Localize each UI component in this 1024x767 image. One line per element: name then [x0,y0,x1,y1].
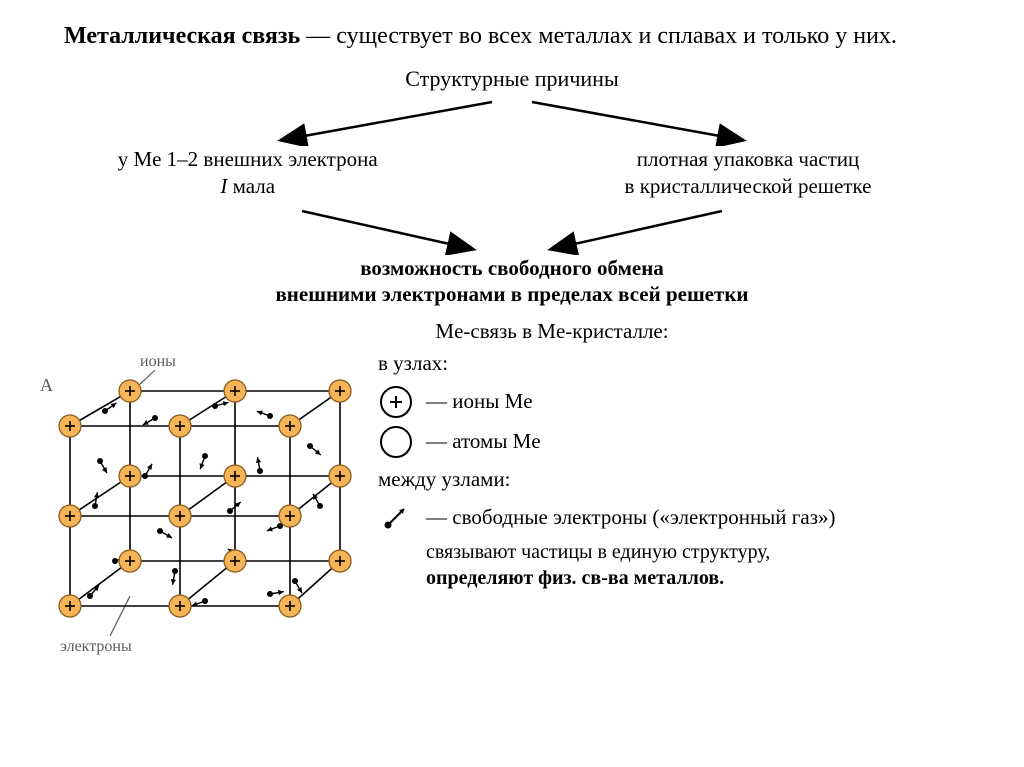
legend-atom-row: — атомы Me [378,424,994,460]
flow-heading: Структурные причины [30,66,994,92]
legend-extra: связывают частицы в единую структуру, оп… [426,539,994,591]
title-line: Металлическая связь — существует во всех… [30,20,994,52]
title-bold: Металлическая связь [64,23,300,49]
branch-left-line1: у Me 1–2 внешних электрона [40,146,455,172]
svg-text:ионы: ионы [140,353,176,370]
legend-extra-line2: определяют физ. св-ва металлов. [426,565,994,591]
legend-ion-row: — ионы Me [378,384,994,420]
legend-nodes-label: в узлах: [378,348,994,380]
legend-electron-row: — свободные электроны («электронный газ»… [378,499,994,535]
conclusion-line2: внешними электронами в пределах всей реш… [30,281,994,307]
electron-symbol [378,499,414,535]
legend-ion-text: — ионы Me [426,386,994,418]
lattice-wrap: Аионы электроны [30,346,370,661]
legend-between-label: между узлами: [378,464,994,496]
atom-symbol [378,424,414,460]
branch-row: у Me 1–2 внешних электрона I мала плотна… [40,146,984,199]
svg-text:А: А [40,375,53,395]
flow-arrows-top [162,96,862,146]
branch-left-rest: мала [227,174,275,198]
legend-atom-text: — атомы Me [426,426,994,458]
flow-arrows-bottom [162,205,862,255]
conclusion-line1: возможность свободного обмена [30,255,994,281]
crystal-title: Me-связь в Me-кристалле: [30,319,994,344]
branch-right: плотная упаковка частиц в кристаллическо… [512,146,984,199]
lower-section: Аионы электроны в узлах: — ионы Me — атом… [30,346,994,661]
branch-right-line2: в кристаллической решетке [512,173,984,199]
ion-symbol [378,384,414,420]
lattice-diagram: Аионы электроны [30,346,370,656]
title-rest: — существует во всех металлах и сплавах … [300,23,897,49]
svg-text:электроны: электроны [60,638,132,655]
legend: в узлах: — ионы Me — атомы Me между узла… [378,346,994,591]
legend-electron-text: — свободные электроны («электронный газ»… [426,502,994,534]
branch-right-line1: плотная упаковка частиц [512,146,984,172]
conclusion: возможность свободного обмена внешними э… [30,255,994,308]
legend-extra-line1: связывают частицы в единую структуру, [426,539,994,565]
branch-left-line2: I мала [40,173,455,199]
branch-left: у Me 1–2 внешних электрона I мала [40,146,455,199]
